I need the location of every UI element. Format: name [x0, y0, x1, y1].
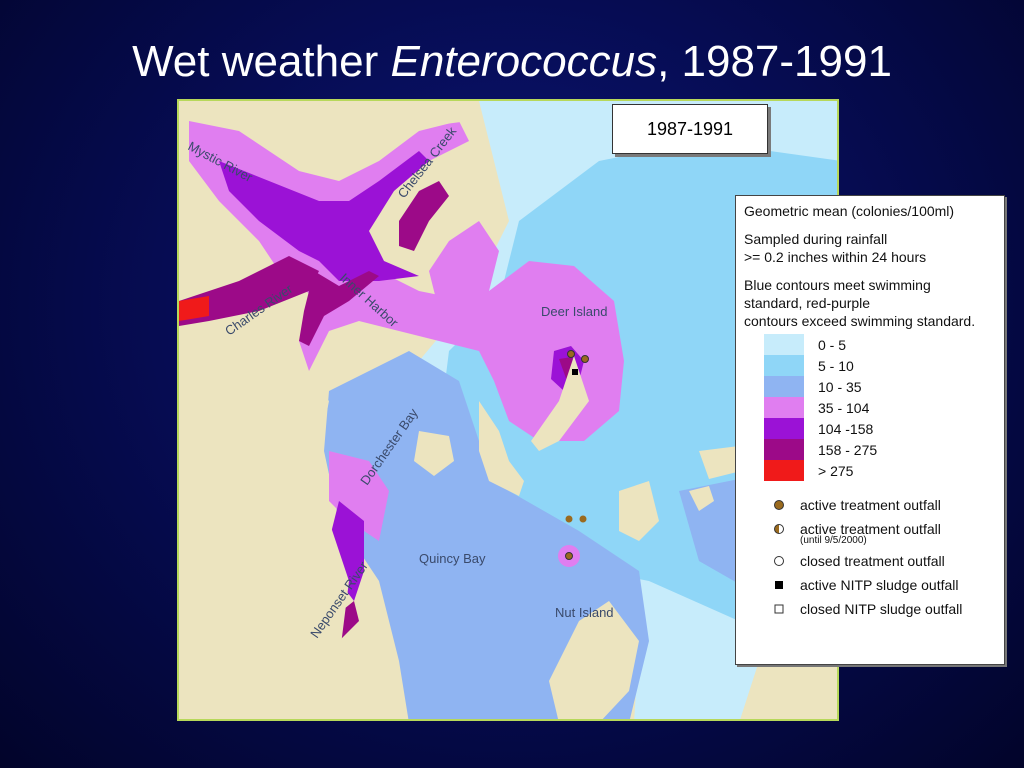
outfall-active-3: [565, 515, 573, 523]
bin-label: 104 -158: [818, 420, 874, 437]
title-suffix: , 1987-1991: [657, 37, 892, 86]
water-10-35: [324, 351, 649, 719]
legend-bin: 0 - 5: [744, 334, 996, 355]
bin-swatch: [764, 439, 804, 460]
sampling-line-1: Sampled during rainfall: [744, 231, 888, 247]
charles-river-hotspot: [179, 296, 209, 321]
island-east-2: [689, 486, 714, 511]
bin-swatch: [764, 418, 804, 439]
sludge-outfall-active: [572, 369, 578, 375]
closed-outfall-icon: [772, 554, 786, 568]
island-east-3: [699, 446, 741, 479]
closed-sludge-icon: [772, 602, 786, 616]
bin-swatch: [764, 376, 804, 397]
bin-label: 35 - 104: [818, 399, 870, 416]
thompson-island: [414, 431, 454, 476]
legend-sampling: Sampled during rainfall >= 0.2 inches wi…: [744, 230, 996, 266]
outfall-active-4: [579, 515, 587, 523]
legend-bin: 5 - 10: [744, 355, 996, 376]
period-label-box: 1987-1991: [612, 104, 768, 154]
contour-line-2: standard, red-purple: [744, 295, 871, 311]
legend-bin: 158 - 275: [744, 439, 996, 460]
bin-label: 5 - 10: [818, 357, 854, 374]
bin-swatch: [764, 355, 804, 376]
legend-bins: 0 - 5 5 - 10 10 - 35 35 - 104 104 -158 1…: [744, 334, 996, 481]
bin-swatch: [764, 460, 804, 481]
inner-harbor-hotspot: [299, 271, 379, 346]
long-island-land: [531, 356, 589, 451]
outfall-active-2: [581, 355, 589, 363]
title-italic: Enterococcus: [390, 37, 658, 86]
label-quincy-bay: Quincy Bay: [419, 551, 486, 566]
legend-bin: 104 -158: [744, 418, 996, 439]
island-east-1: [619, 481, 659, 541]
legend-symbol-row: active NITP sludge outfall: [772, 573, 996, 597]
contour-line-3: contours exceed swimming standard.: [744, 313, 976, 329]
symbol-label: active NITP sludge outfall: [800, 577, 959, 593]
symbol-label: closed NITP sludge outfall: [800, 601, 963, 617]
bin-label: 10 - 35: [818, 378, 862, 395]
legend-bin: 35 - 104: [744, 397, 996, 418]
half-filled-outfall-icon: [772, 522, 786, 536]
label-nut-island: Nut Island: [555, 605, 614, 620]
label-deer-island: Deer Island: [541, 304, 607, 319]
slide-title: Wet weather Enterococcus, 1987-1991: [0, 34, 1024, 90]
contour-line-1: Blue contours meet swimming: [744, 277, 931, 293]
legend-bin: 10 - 35: [744, 376, 996, 397]
legend-symbol-row: active treatment outfall: [772, 517, 996, 541]
sampling-line-2: >= 0.2 inches within 24 hours: [744, 249, 927, 265]
outfall-active-1: [567, 350, 575, 358]
legend: Geometric mean (colonies/100ml) Sampled …: [735, 195, 1005, 665]
bin-label: 158 - 275: [818, 441, 878, 458]
bin-label: > 275: [818, 462, 854, 479]
legend-symbol-row: closed treatment outfall: [772, 549, 996, 573]
title-prefix: Wet weather: [132, 37, 391, 86]
outfall-active-nut: [565, 552, 573, 560]
symbol-label: closed treatment outfall: [800, 553, 945, 569]
legend-bin: > 275: [744, 460, 996, 481]
legend-symbol-row: active treatment outfall: [772, 493, 996, 517]
symbol-label: active treatment outfall: [800, 497, 941, 513]
bin-swatch: [764, 397, 804, 418]
mystic-river-area: [219, 151, 429, 281]
legend-symbol-row: closed NITP sludge outfall: [772, 597, 996, 621]
legend-contour-note: Blue contours meet swimming standard, re…: [744, 276, 996, 330]
charles-river-area: [179, 256, 319, 326]
legend-heading: Geometric mean (colonies/100ml): [744, 203, 955, 219]
bin-swatch: [764, 334, 804, 355]
active-outfall-icon: [772, 498, 786, 512]
active-sludge-icon: [772, 578, 786, 592]
land-north: [179, 101, 479, 171]
nut-island-land: [549, 601, 639, 719]
dorchester-plume: [329, 451, 389, 541]
deer-island-land: [479, 401, 524, 496]
symbol-label: active treatment outfall: [800, 521, 941, 537]
bin-label: 0 - 5: [818, 336, 847, 353]
land-southwest: [179, 341, 377, 719]
legend-symbols: active treatment outfall active treatmen…: [744, 493, 996, 621]
symbol-until-note: (until 9/5/2000): [800, 535, 867, 546]
chelsea-creek-area: [399, 181, 449, 251]
